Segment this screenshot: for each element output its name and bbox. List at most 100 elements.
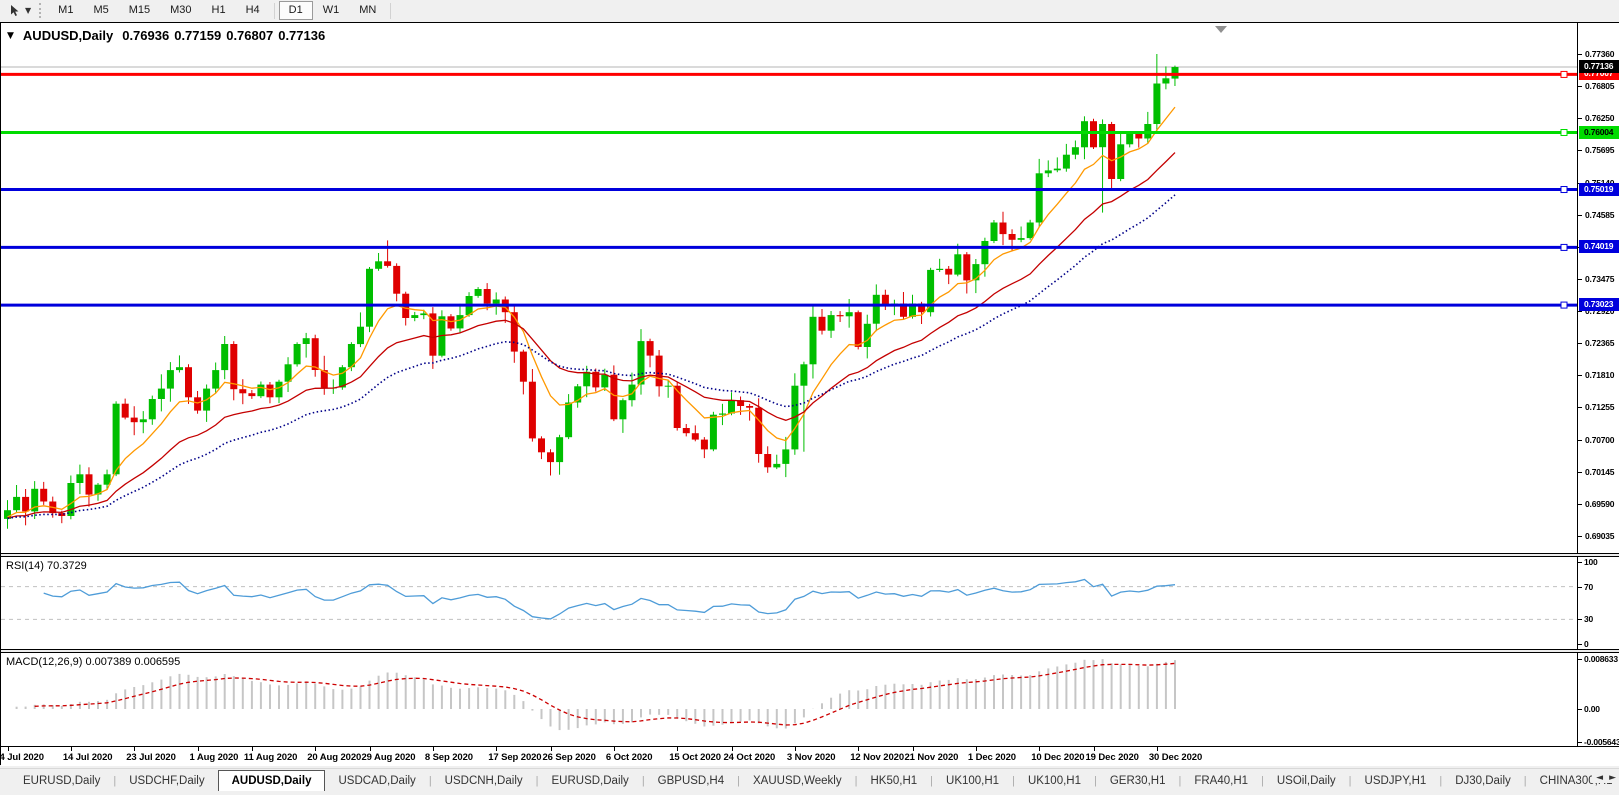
rsi-panel[interactable]: RSI(14) 70.3729 <box>1 557 1578 649</box>
chart-window: ▼ AUDUSD,Daily 0.76936 0.77159 0.76807 0… <box>0 22 1619 766</box>
level-line-handle[interactable] <box>1560 70 1568 78</box>
chart-tab-ger30-h1[interactable]: GER30,H1 <box>1109 775 1166 787</box>
date-tick-mark <box>197 747 199 751</box>
ohlc-open-value: 0.76936 <box>122 28 170 43</box>
toolbar-grip[interactable] <box>39 3 42 18</box>
tick-mark <box>1578 343 1582 345</box>
tick-mark <box>1578 375 1582 377</box>
chart-tab-xauusd-weekly[interactable]: XAUUSD,Weekly <box>753 775 842 787</box>
date-tick-mark <box>550 747 552 751</box>
timeframe-button-m1[interactable]: M1 <box>58 4 74 16</box>
chart-tab-uk100-h1[interactable]: UK100,H1 <box>1027 775 1081 787</box>
price-chart-area[interactable]: ▼ AUDUSD,Daily 0.76936 0.77159 0.76807 0… <box>1 23 1578 553</box>
date-axis[interactable]: 4 Jul 2020 14 Jul 2020 23 Jul 2020 1 Aug 20… <box>0 746 1619 766</box>
rsi-chart[interactable] <box>1 557 1578 649</box>
chart-tab-uk100-h1[interactable]: UK100,H1 <box>946 775 1000 787</box>
timeframe-button-m15[interactable]: M15 <box>128 4 151 16</box>
date-tick-mark <box>432 747 434 751</box>
date-axis-label: 10 Dec 2020 <box>1031 752 1085 763</box>
macd-axis-tick: -0.005643 <box>1578 737 1619 748</box>
timeframe-button-w1[interactable]: W1 <box>322 4 340 16</box>
macd-axis-tick-label: -0.005643 <box>1584 736 1619 747</box>
chart-symbol-label: AUDUSD,Daily <box>22 28 114 43</box>
date-tick-mark <box>70 747 72 751</box>
chart-tab-bar: EURUSD,Daily | USDCHF,Daily AUDUSD,Daily USD… <box>0 768 1619 791</box>
tab-scroll-right-icon[interactable]: ► <box>1609 773 1616 783</box>
chart-tab-usdcad-daily[interactable]: USDCAD,Daily <box>338 775 416 787</box>
chart-tab-eurusd-daily[interactable]: EURUSD,Daily <box>23 775 101 787</box>
date-tick-mark <box>613 747 615 751</box>
tick-mark <box>1578 619 1582 621</box>
price-axis-tick-label: 0.75695 <box>1585 145 1615 156</box>
tab-separator: | <box>641 775 645 787</box>
tab-separator: | <box>1094 775 1097 787</box>
price-axis[interactable]: 0.773600.768050.762500.756950.751400.745… <box>1577 23 1619 553</box>
price-axis-tick: 0.73475 <box>1578 274 1619 285</box>
chart-tab-usdcnh-daily[interactable]: USDCNH,Daily <box>444 775 523 787</box>
tab-separator: | <box>930 775 934 787</box>
chart-tab-audusd-daily[interactable]: AUDUSD,Daily <box>217 770 326 791</box>
candlestick-chart[interactable] <box>1 23 1578 553</box>
timeframe-button-h4[interactable]: H4 <box>245 4 260 16</box>
chart-tabs: EURUSD,Daily | USDCHF,Daily AUDUSD,Daily USD… <box>10 770 1619 791</box>
panel-divider[interactable] <box>1 553 1619 557</box>
date-axis-label: 1 Aug 2020 <box>189 752 239 763</box>
chart-title: ▼ AUDUSD,Daily 0.76936 0.77159 0.76807 0… <box>7 28 325 43</box>
tab-separator: | <box>535 775 539 787</box>
date-axis-label: 24 Oct 2020 <box>723 752 776 763</box>
price-axis-tick: 0.70145 <box>1578 467 1619 478</box>
rsi-axis[interactable]: 100 70 30 0 <box>1577 557 1619 649</box>
macd-panel[interactable]: MACD(12,26,9) 0.007389 0.006595 <box>1 653 1578 746</box>
macd-axis[interactable]: 0.008633 0.00 -0.005643 <box>1577 653 1619 748</box>
tab-scroll-left-icon[interactable]: ◄ <box>1596 773 1604 783</box>
chart-tab-usdjpy-h1[interactable]: USDJPY,H1 <box>1364 775 1427 787</box>
price-level-label[interactable]: 0.76004 <box>1579 125 1619 139</box>
chart-tab-usdchf-daily[interactable]: USDCHF,Daily <box>129 775 205 787</box>
date-axis-label: 1 Dec 2020 <box>967 752 1016 763</box>
tick-mark <box>1578 150 1582 152</box>
date-tick-mark <box>134 747 136 751</box>
price-axis-tick-label: 0.69590 <box>1585 498 1615 509</box>
timeframe-button-d1[interactable]: D1 <box>278 1 313 20</box>
rsi-axis-tick-label: 100 <box>1584 557 1598 567</box>
moving-average-ma-mid <box>7 152 1176 519</box>
level-line-handle[interactable] <box>1560 129 1568 137</box>
price-level-label[interactable]: 0.75019 <box>1579 182 1619 196</box>
toolbar-separator <box>390 2 392 19</box>
chart-tab-fra40-h1[interactable]: FRA40,H1 <box>1194 775 1249 787</box>
collapse-indicators-icon[interactable]: ▼ <box>7 30 14 41</box>
chart-tab-gbpusd-h4[interactable]: GBPUSD,H4 <box>657 775 725 787</box>
date-axis-label: 21 Nov 2020 <box>904 752 959 763</box>
price-level-label[interactable]: 0.74019 <box>1579 240 1619 254</box>
timeframe-button-mn[interactable]: MN <box>359 4 377 16</box>
macd-chart[interactable] <box>1 653 1578 746</box>
date-axis-label: 6 Oct 2020 <box>605 752 653 763</box>
timeframe-button-m5[interactable]: M5 <box>93 4 109 16</box>
level-line-handle[interactable] <box>1560 186 1568 194</box>
chevron-down-icon[interactable]: ▼ <box>25 6 32 15</box>
tab-separator: | <box>737 775 740 787</box>
price-axis-tick: 0.70700 <box>1578 435 1619 446</box>
rsi-line <box>43 578 1176 620</box>
chart-tab-dj30-daily[interactable]: DJ30,Daily <box>1455 775 1511 787</box>
price-axis-tick: 0.76805 <box>1578 81 1619 92</box>
level-line-handle[interactable] <box>1560 301 1568 309</box>
price-axis-tick-label: 0.72365 <box>1585 338 1615 349</box>
tick-mark <box>1578 54 1582 55</box>
chart-tab-usoil-daily[interactable]: USOil,Daily <box>1276 775 1336 787</box>
level-line-handle[interactable] <box>1560 243 1568 251</box>
tick-mark <box>1578 407 1582 409</box>
tab-separator: | <box>1523 775 1527 787</box>
tab-separator: | <box>1012 775 1015 787</box>
cursor-tool-button[interactable]: ▼ <box>5 2 35 19</box>
chart-tab-hk50-h1[interactable]: HK50,H1 <box>870 775 918 787</box>
chart-tab-eurusd-daily[interactable]: EURUSD,Daily <box>551 775 629 787</box>
chart-shift-marker[interactable] <box>1215 26 1227 33</box>
toolbar-separator <box>273 2 275 19</box>
timeframe-button-m30[interactable]: M30 <box>170 4 192 16</box>
price-level-label[interactable]: 0.73023 <box>1579 298 1619 312</box>
tick-mark <box>1578 503 1582 505</box>
timeframe-button-h1[interactable]: H1 <box>211 4 226 16</box>
moving-average-ma-fast <box>7 106 1176 518</box>
panel-divider[interactable] <box>1 649 1619 653</box>
